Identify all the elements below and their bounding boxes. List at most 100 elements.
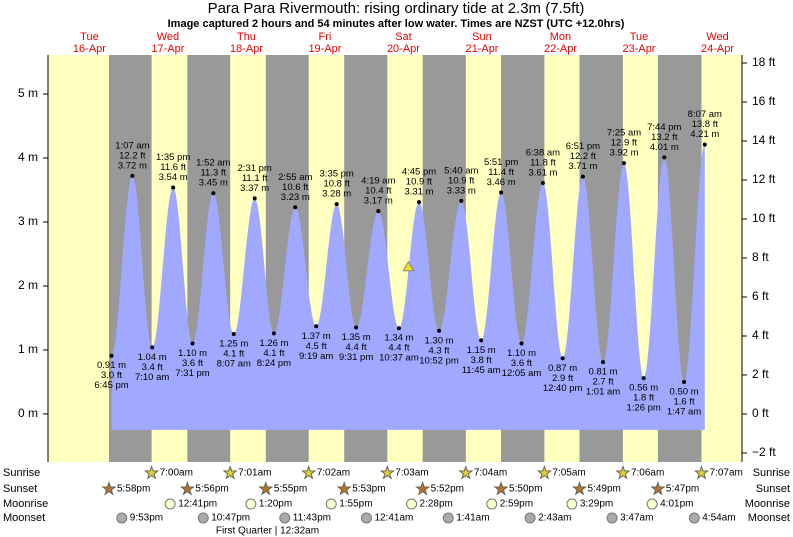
event-time: 3:47am — [620, 513, 653, 524]
tide-point — [130, 173, 135, 178]
tide-point — [601, 360, 606, 365]
tide-label: 2:31 pm — [238, 163, 272, 174]
tide-label: 1:07 am — [115, 140, 149, 151]
date-label: 18-Apr — [230, 43, 263, 55]
moon-icon — [197, 512, 209, 524]
event-time: 5:50pm — [509, 484, 542, 495]
tide-label: 2:55 am — [278, 172, 312, 183]
tide-label: 6:38 am — [526, 147, 560, 158]
tide-point — [314, 324, 319, 329]
weekday-label: Sun — [472, 31, 492, 43]
y2-tick-label: 16 ft — [752, 94, 776, 108]
event-time: 7:04am — [474, 468, 507, 479]
tide-label: 3.61 m — [528, 167, 557, 178]
row-label: Sunset — [3, 483, 37, 495]
event-time: 7:07am — [710, 468, 743, 479]
tide-point — [109, 353, 114, 358]
tide-label: 13.8 ft — [692, 119, 719, 130]
tide-label: 9:19 am — [299, 351, 333, 362]
sun-icon — [458, 464, 474, 480]
y-tick-label: 2 m — [18, 278, 38, 292]
tide-label: 0.56 m — [629, 383, 658, 394]
tide-label: 11:45 am — [462, 365, 501, 376]
weekday-label: Mon — [550, 31, 571, 43]
tide-point — [252, 196, 257, 201]
tide-label: 3.54 m — [159, 172, 188, 183]
tide-label: 5:51 pm — [484, 157, 518, 168]
event-time: 2:43am — [538, 513, 571, 524]
y2-tick-label: 4 ft — [752, 328, 769, 342]
event-time: 3:29pm — [580, 499, 613, 510]
tide-label: 10.9 ft — [448, 175, 475, 186]
moon-icon — [606, 512, 618, 524]
tide-label: 4:19 am — [361, 176, 395, 187]
tide-label: 5:40 am — [444, 165, 478, 176]
y2-tick-label: 10 ft — [752, 211, 776, 225]
tide-point — [376, 209, 381, 214]
tide-label: 11.4 ft — [488, 167, 514, 178]
row-label-right: Sunrise — [753, 467, 790, 479]
tide-label: 3.8 ft — [471, 355, 492, 366]
tide-label: 8:07 am — [688, 109, 722, 120]
y2-tick-label: 18 ft — [752, 55, 776, 69]
event-time: 2:59pm — [500, 499, 533, 510]
event-time: 12:41pm — [178, 499, 217, 510]
tide-point — [702, 142, 707, 147]
tide-label: 10.4 ft — [365, 186, 392, 197]
moon-icon — [245, 498, 257, 510]
tide-label: 4.5 ft — [306, 341, 327, 352]
tide-label: 0.50 m — [670, 386, 699, 397]
tide-point — [459, 198, 464, 203]
tide-label: 6:51 pm — [566, 141, 600, 152]
tide-label: 1.04 m — [138, 352, 167, 363]
tide-label: 1:35 pm — [156, 152, 190, 163]
tide-point — [293, 205, 298, 210]
row-label: Moonrise — [3, 498, 48, 510]
event-time: 5:47pm — [666, 484, 699, 495]
sun-icon — [693, 464, 710, 480]
moon-icon — [442, 512, 454, 524]
tide-label: 1.35 m — [342, 332, 371, 343]
row-label: Sunrise — [3, 467, 40, 479]
event-time: 4:54am — [702, 513, 735, 524]
sun-icon — [143, 464, 160, 480]
tide-label: 4.1 ft — [263, 348, 284, 359]
event-time: 7:00am — [160, 468, 193, 479]
date-label: 16-Apr — [73, 43, 106, 55]
y2-tick-label: 12 ft — [752, 172, 776, 186]
tide-label: 3.33 m — [447, 185, 476, 196]
event-time: 7:06am — [631, 468, 664, 479]
sun-icon — [222, 464, 238, 480]
date-label: 22-Apr — [544, 43, 577, 55]
sun-icon — [415, 480, 431, 496]
date-label: 21-Apr — [465, 43, 498, 55]
chart-subtitle: Image captured 2 hours and 54 minutes af… — [168, 18, 625, 30]
tide-point — [271, 331, 276, 336]
tide-point — [150, 345, 155, 350]
sun-icon — [101, 480, 117, 496]
tide-label: 3.46 m — [487, 177, 516, 188]
weekday-label: Wed — [706, 31, 728, 43]
y2-tick-label: 6 ft — [752, 289, 769, 303]
sun-icon — [650, 480, 666, 496]
tide-label: 1.6 ft — [674, 396, 695, 407]
tide-label: 9:31 pm — [339, 352, 373, 363]
y2-tick-label: −2 ft — [752, 445, 776, 459]
tide-label: 6:45 pm — [94, 380, 128, 391]
sun-icon — [615, 464, 631, 480]
weekday-label: Tue — [630, 31, 649, 43]
tide-label: 11.8 ft — [530, 157, 556, 168]
moon-icon — [360, 512, 372, 524]
tide-label: 12:05 am — [502, 368, 542, 379]
tide-label: 3.23 m — [281, 192, 310, 203]
tide-label: 3.0 ft — [101, 370, 122, 381]
weekday-label: Sat — [395, 31, 412, 43]
tide-label: 0.81 m — [589, 367, 618, 378]
tide-label: 1.25 m — [219, 338, 248, 349]
tide-label: 3.6 ft — [511, 358, 532, 369]
tide-point — [641, 376, 646, 381]
date-label: 24-Apr — [701, 43, 734, 55]
sun-icon — [301, 464, 317, 480]
tide-label: 7:31 pm — [175, 368, 209, 379]
tide-label: 4:45 pm — [402, 167, 436, 178]
